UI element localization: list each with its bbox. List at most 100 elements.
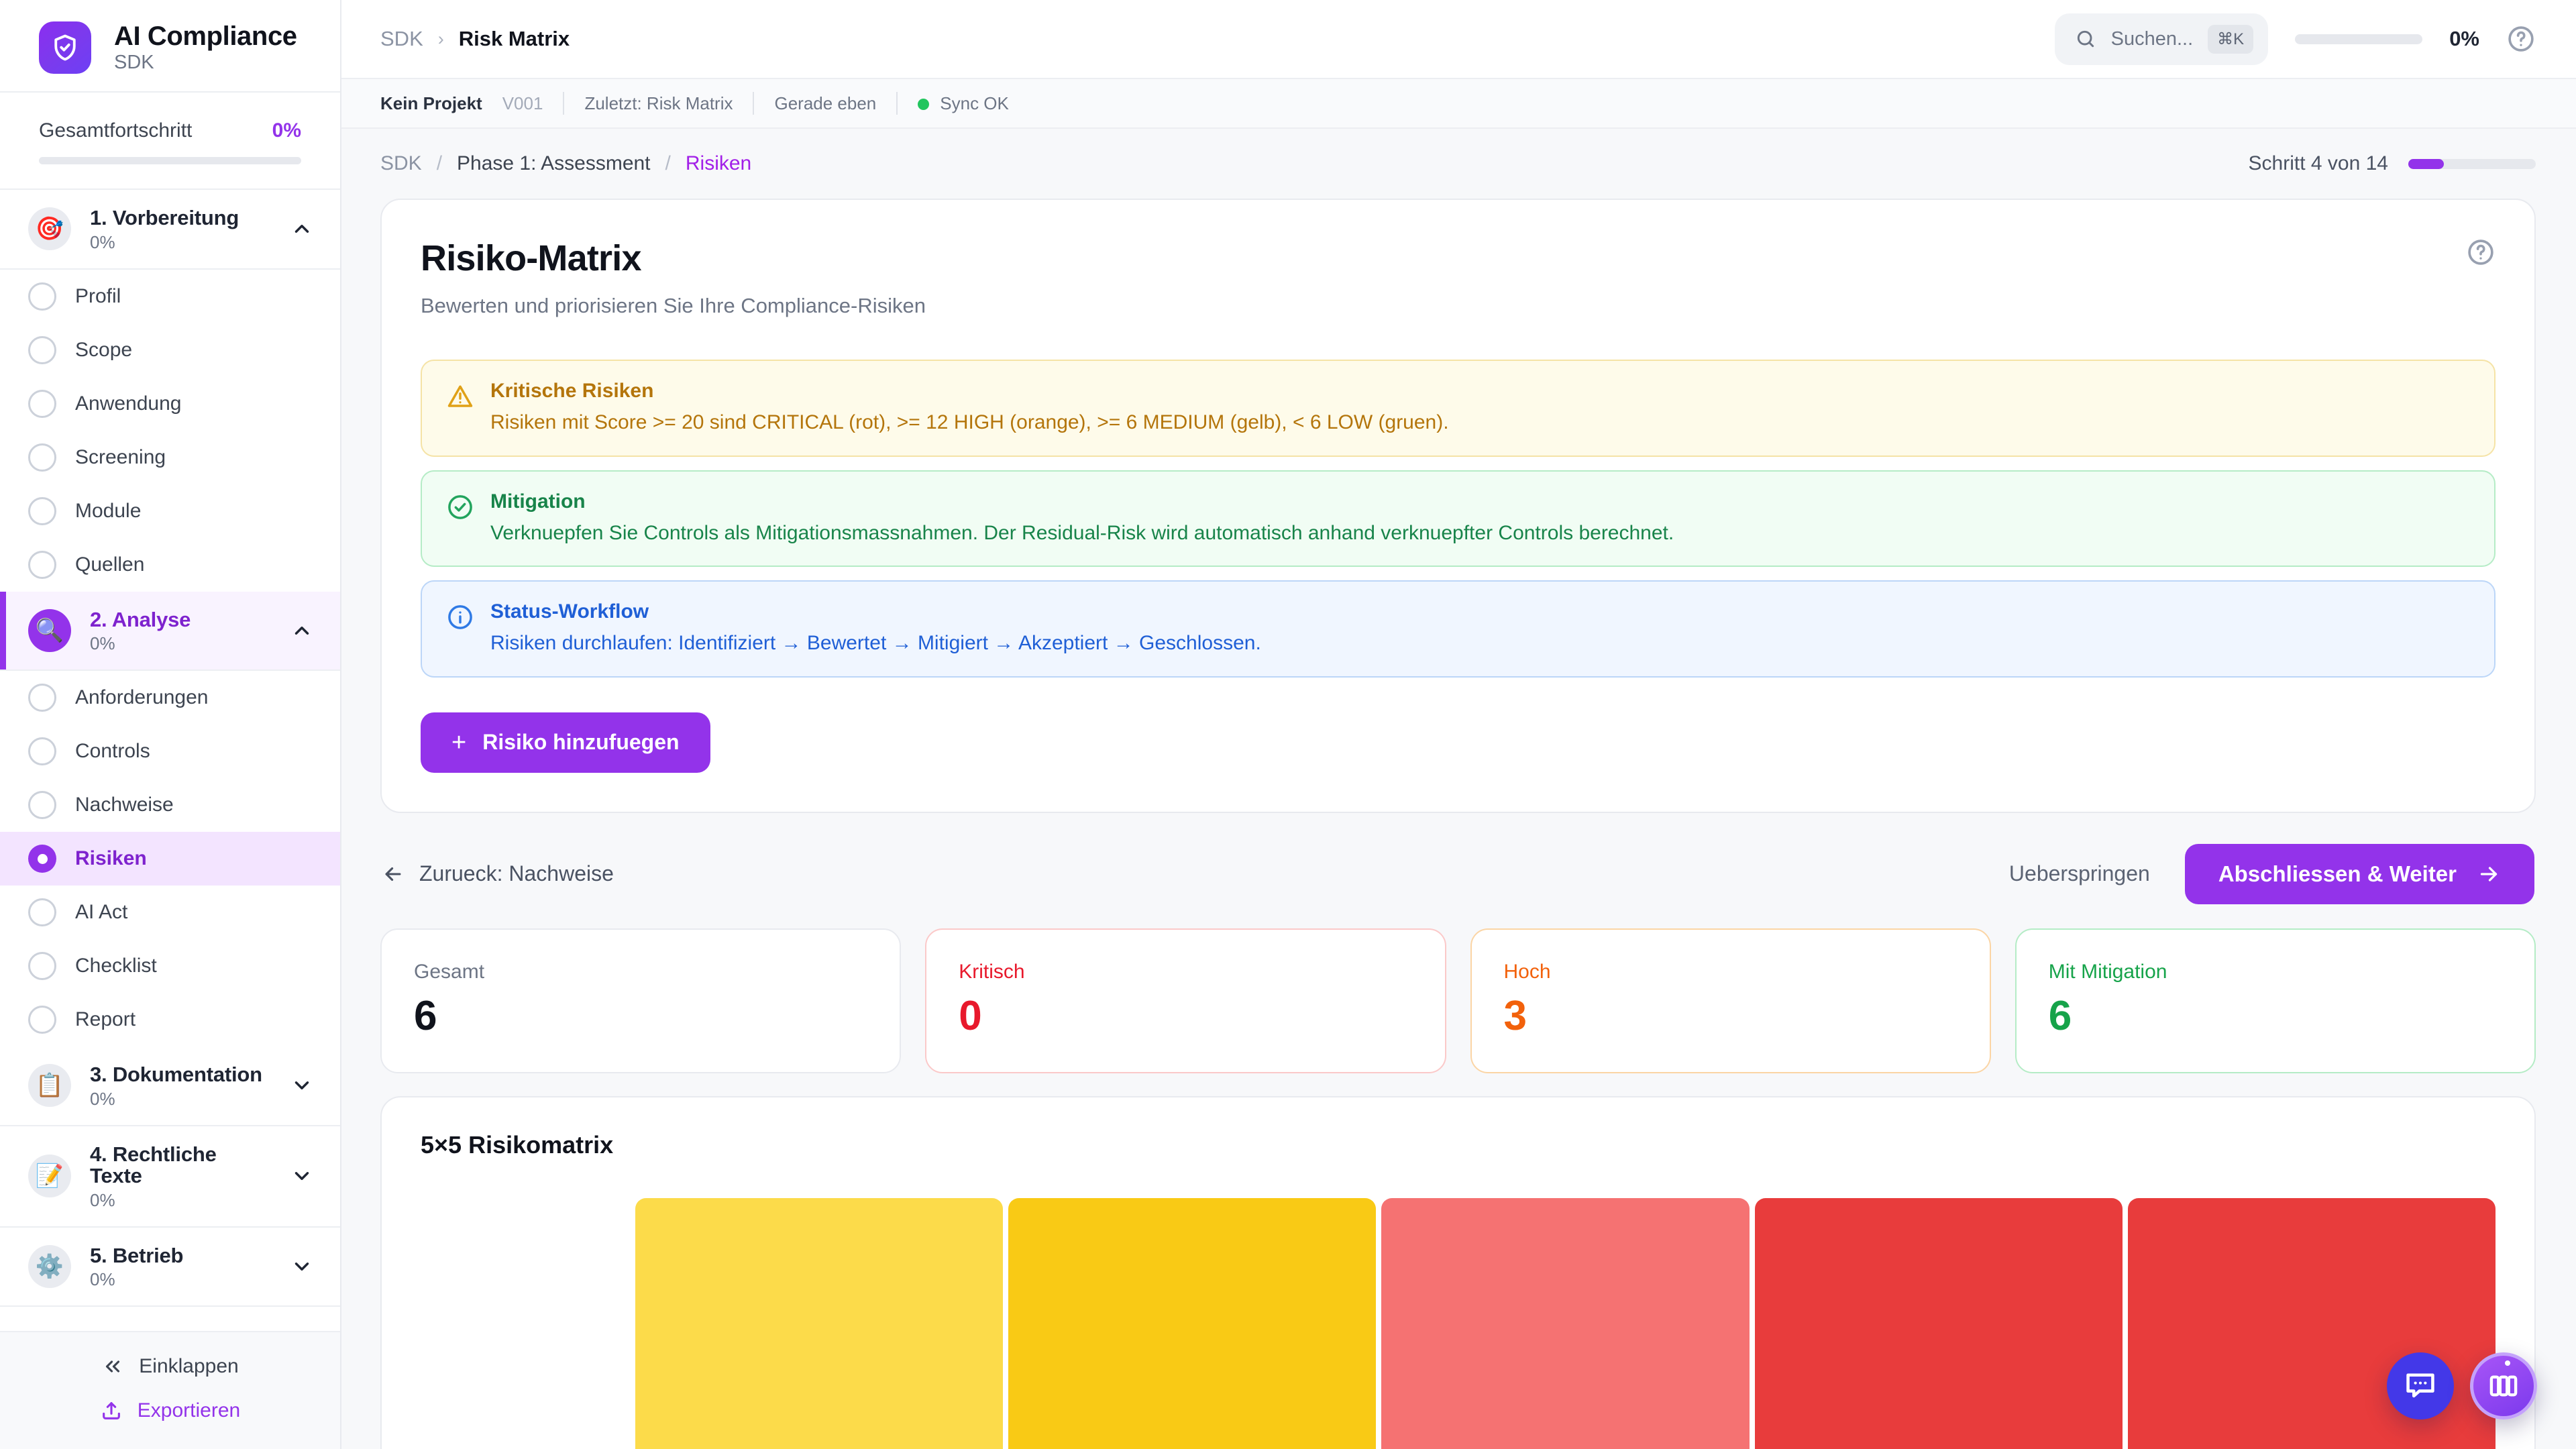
sidebar-item-checklist[interactable]: Checklist [0,939,340,993]
radio-empty-icon [28,1006,56,1034]
divider [563,92,565,115]
status-sync: Sync OK [898,93,1029,114]
sidebar-item-label: AI Act [75,901,128,924]
sidebar-item-profil[interactable]: Profil [0,270,340,323]
chevron-right-icon: › [437,28,444,49]
step-indicator: Schritt 4 von 14 [2249,152,2536,175]
sidebar-nav: 🎯 1. Vorbereitung 0% Profil Scope Anwendung Sc… [0,190,340,1331]
divider [753,92,755,115]
page-title: Risiko-Matrix [421,238,641,278]
phase-name: 3. Dokumentation [90,1063,262,1087]
phase-emoji-icon: 📋 [28,1064,71,1108]
radio-empty-icon [28,335,56,364]
phase-name: 4. Rechtliche Texte [90,1142,217,1188]
matrix-column-2[interactable] [1008,1197,1377,1449]
sidebar-phase-2[interactable]: 🔍 2. Analyse 0% [0,591,340,672]
sidebar-item-label: Scope [75,338,133,361]
sidebar-item-module[interactable]: Module [0,484,340,538]
sidebar-item-label: Screening [75,445,166,468]
sidebar-item-quellen[interactable]: Quellen [0,538,340,592]
search-placeholder: Suchen... [2110,28,2194,50]
sidebar-item-anwendung[interactable]: Anwendung [0,377,340,431]
sidebar-item-risiken[interactable]: Risiken [0,832,340,886]
radio-selected-icon [28,845,56,873]
sidebar-item-ai-act[interactable]: AI Act [0,885,340,939]
breadcrumb-root[interactable]: SDK [380,152,422,174]
sidebar-item-report[interactable]: Report [0,993,340,1046]
chevron-down-icon [294,1081,309,1090]
add-risk-button[interactable]: + Risiko hinzufuegen [421,712,710,773]
stat-card-gesamt: Gesamt 6 [380,928,902,1073]
topbar-breadcrumb: SDK › Risk Matrix [380,27,570,51]
radio-empty-icon [28,898,56,927]
warning-triangle-icon [447,385,473,407]
sync-status-dot [918,99,930,111]
topbar-progress-track [2295,34,2423,44]
sidebar-item-label: Profil [75,284,121,307]
chevrons-left-icon [106,1360,120,1373]
radio-empty-icon [28,952,56,981]
phase-percent: 0% [90,1269,115,1290]
upload-icon [102,1402,120,1419]
floating-actions [2387,1352,2537,1419]
stat-value: 6 [2048,992,2072,1039]
radio-empty-icon [28,496,56,525]
plus-icon: + [451,728,467,757]
breadcrumb-current: Risiken [685,152,752,174]
stat-label: Hoch [1503,960,1551,983]
alert-title: Kritische Risiken [490,380,654,402]
complete-next-button[interactable]: Abschliessen & Weiter [2184,843,2534,904]
breadcrumb: SDK / Phase 1: Assessment / Risiken [380,152,751,175]
stat-value: 6 [414,992,437,1039]
sidebar-item-screening[interactable]: Screening [0,431,340,484]
phase-emoji-icon: ⚙️ [28,1245,71,1288]
status-bar: Kein Projekt V001 Zuletzt: Risk Matrix G… [341,79,2576,129]
help-circle-icon[interactable] [2466,237,2496,267]
back-button[interactable]: Zurueck: Nachweise [382,861,614,886]
sidebar-item-controls[interactable]: Controls [0,724,340,778]
panel-fab-button[interactable] [2470,1352,2537,1419]
stat-label: Kritisch [959,960,1025,983]
overall-progress: Gesamtfortschritt 0% [0,93,340,190]
search-input[interactable]: Suchen... ⌘K [2054,13,2269,65]
arrow-left-icon [385,867,401,881]
topbar-actions: Suchen... ⌘K 0% [2054,13,2536,65]
radio-empty-icon [28,389,56,418]
stat-card-kritisch: Kritisch 0 [925,928,1446,1073]
breadcrumb-phase[interactable]: Phase 1: Assessment [457,152,651,174]
arrow-right-icon [2480,866,2498,881]
alert-success: Mitigation Verknuepfen Sie Controls als M… [421,470,2496,567]
matrix-column-4[interactable] [1754,1197,2123,1449]
export-button[interactable]: Exportieren [100,1399,240,1422]
matrix-grid [421,1197,2496,1449]
matrix-column-3[interactable] [1381,1197,1750,1449]
overall-progress-value: 0% [272,119,301,142]
collapse-sidebar-button[interactable]: Einklappen [101,1355,239,1378]
status-last: Zuletzt: Risk Matrix [584,93,733,113]
breadcrumb-separator: / [436,152,443,174]
alert-title: Mitigation [490,490,586,513]
phase-name: 2. Analyse [90,607,191,631]
status-project: Kein Projekt [380,93,482,113]
alert-text: Verknuepfen Sie Controls als Mitigations… [490,521,1674,544]
topbar-breadcrumb-current: Risk Matrix [458,27,570,50]
chat-fab-button[interactable] [2387,1352,2454,1419]
chevron-down-icon [294,1263,309,1271]
skip-button[interactable]: Ueberspringen [2008,861,2150,885]
help-circle-icon[interactable] [2506,24,2536,54]
sidebar-phase-5[interactable]: ⚙️ 5. Betrieb 0% [0,1228,340,1307]
sidebar-item-anforderungen[interactable]: Anforderungen [0,671,340,724]
sidebar-item-nachweise[interactable]: Nachweise [0,778,340,832]
radio-empty-icon [28,737,56,766]
sidebar-item-scope[interactable]: Scope [0,323,340,377]
sidebar-phase-1[interactable]: 🎯 1. Vorbereitung 0% [0,190,340,270]
radio-empty-icon [28,282,56,311]
breadcrumb-separator: / [665,152,671,174]
stat-card-hoch: Hoch 3 [1470,928,1991,1073]
sidebar-phase-4[interactable]: 📝 4. Rechtliche Texte 0% [0,1126,340,1228]
sidebar-phase-3[interactable]: 📋 3. Dokumentation 0% [0,1046,340,1126]
columns-panel-icon [2489,1375,2518,1397]
wizard-navigation: Zurueck: Nachweise Ueberspringen Abschli… [380,813,2536,928]
topbar-breadcrumb-root[interactable]: SDK [380,27,423,50]
matrix-column-1[interactable] [635,1197,1004,1449]
